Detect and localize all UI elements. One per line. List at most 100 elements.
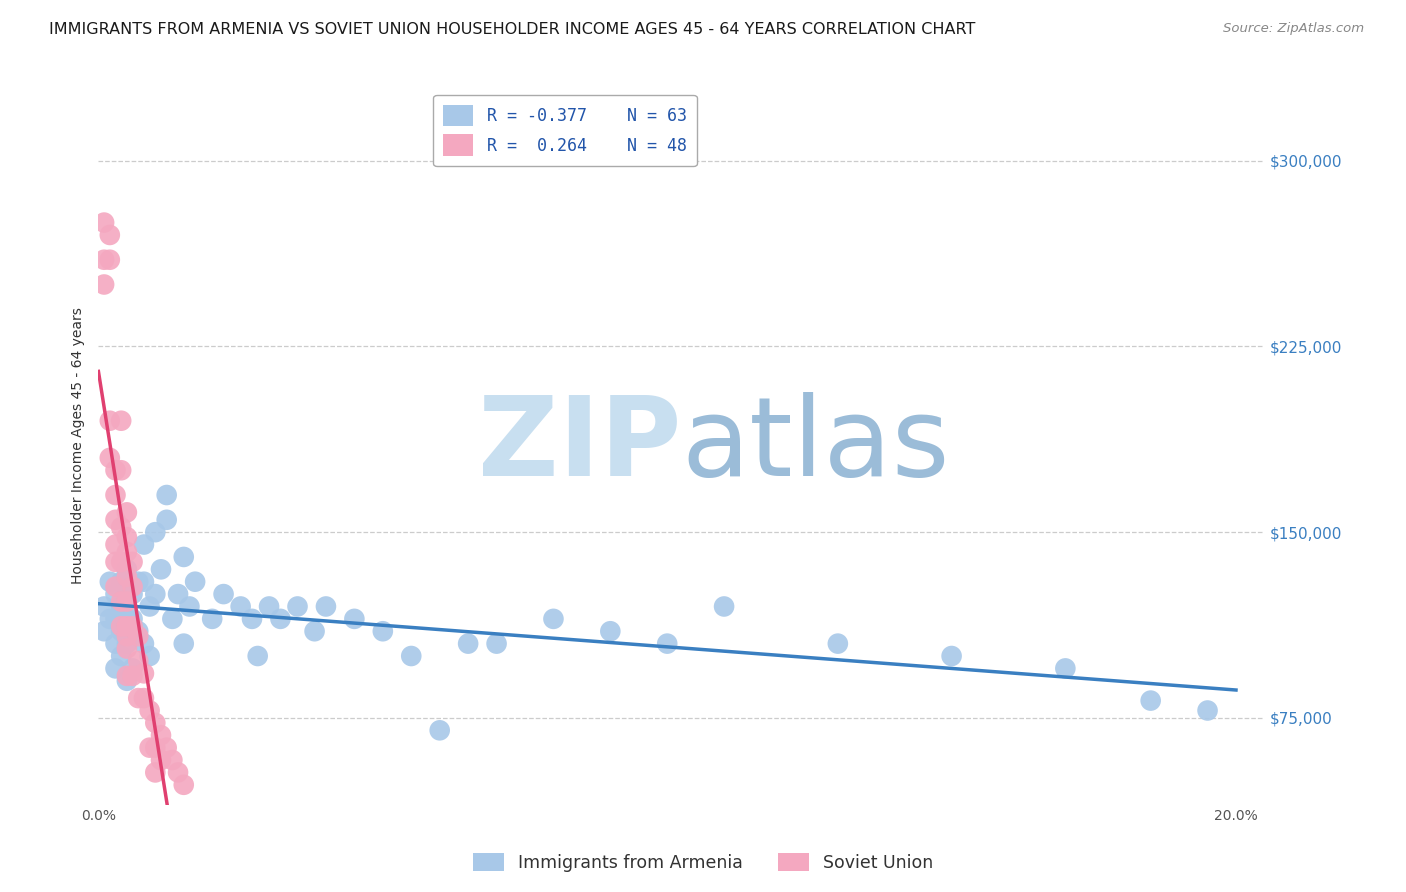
Point — [98, 574, 121, 589]
Point — [110, 619, 132, 633]
Point — [138, 740, 160, 755]
Point — [115, 673, 138, 688]
Point — [110, 594, 132, 608]
Point — [132, 637, 155, 651]
Point — [1139, 693, 1161, 707]
Point — [150, 753, 173, 767]
Point — [827, 637, 849, 651]
Point — [457, 637, 479, 651]
Point — [150, 562, 173, 576]
Point — [104, 537, 127, 551]
Point — [104, 612, 127, 626]
Point — [304, 624, 326, 639]
Point — [150, 728, 173, 742]
Point — [240, 612, 263, 626]
Point — [115, 570, 138, 584]
Point — [98, 414, 121, 428]
Point — [156, 513, 179, 527]
Point — [115, 594, 138, 608]
Point — [93, 252, 115, 267]
Point — [229, 599, 252, 614]
Point — [121, 661, 143, 675]
Point — [132, 691, 155, 706]
Point — [115, 619, 138, 633]
Point — [132, 574, 155, 589]
Point — [127, 574, 149, 589]
Point — [115, 530, 138, 544]
Point — [110, 555, 132, 569]
Point — [127, 629, 149, 643]
Point — [115, 637, 138, 651]
Point — [121, 669, 143, 683]
Point — [132, 666, 155, 681]
Point — [110, 624, 132, 639]
Point — [127, 624, 149, 639]
Y-axis label: Householder Income Ages 45 - 64 years: Householder Income Ages 45 - 64 years — [72, 307, 86, 584]
Point — [104, 463, 127, 477]
Point — [1054, 661, 1077, 675]
Point — [173, 778, 195, 792]
Point — [104, 555, 127, 569]
Point — [315, 599, 337, 614]
Point — [98, 227, 121, 242]
Point — [104, 488, 127, 502]
Point — [162, 753, 184, 767]
Text: ZIP: ZIP — [478, 392, 682, 499]
Point — [127, 691, 149, 706]
Point — [162, 612, 184, 626]
Point — [657, 637, 679, 651]
Point — [121, 587, 143, 601]
Point — [104, 587, 127, 601]
Point — [485, 637, 508, 651]
Point — [543, 612, 565, 626]
Point — [93, 216, 115, 230]
Point — [121, 580, 143, 594]
Point — [184, 574, 207, 589]
Point — [173, 637, 195, 651]
Point — [115, 505, 138, 519]
Point — [98, 450, 121, 465]
Point — [167, 587, 190, 601]
Point — [98, 252, 121, 267]
Point — [115, 612, 138, 626]
Point — [143, 740, 166, 755]
Point — [156, 488, 179, 502]
Point — [115, 641, 138, 656]
Point — [257, 599, 280, 614]
Point — [143, 765, 166, 780]
Point — [138, 648, 160, 663]
Point — [138, 599, 160, 614]
Point — [173, 549, 195, 564]
Point — [156, 740, 179, 755]
Point — [115, 545, 138, 559]
Point — [121, 612, 143, 626]
Point — [104, 513, 127, 527]
Point — [343, 612, 366, 626]
Point — [143, 715, 166, 730]
Point — [269, 612, 291, 626]
Text: Source: ZipAtlas.com: Source: ZipAtlas.com — [1223, 22, 1364, 36]
Point — [115, 669, 138, 683]
Text: IMMIGRANTS FROM ARMENIA VS SOVIET UNION HOUSEHOLDER INCOME AGES 45 - 64 YEARS CO: IMMIGRANTS FROM ARMENIA VS SOVIET UNION … — [49, 22, 976, 37]
Point — [93, 277, 115, 292]
Point — [93, 599, 115, 614]
Point — [179, 599, 201, 614]
Point — [132, 537, 155, 551]
Point — [941, 648, 963, 663]
Text: atlas: atlas — [682, 392, 950, 499]
Point — [599, 624, 621, 639]
Point — [115, 562, 138, 576]
Point — [98, 612, 121, 626]
Point — [110, 414, 132, 428]
Point — [143, 525, 166, 540]
Point — [713, 599, 735, 614]
Point — [127, 654, 149, 668]
Point — [115, 587, 138, 601]
Point — [110, 574, 132, 589]
Point — [246, 648, 269, 663]
Legend: R = -0.377    N = 63, R =  0.264    N = 48: R = -0.377 N = 63, R = 0.264 N = 48 — [433, 95, 696, 166]
Point — [287, 599, 309, 614]
Point — [115, 629, 138, 643]
Point — [121, 619, 143, 633]
Point — [104, 661, 127, 675]
